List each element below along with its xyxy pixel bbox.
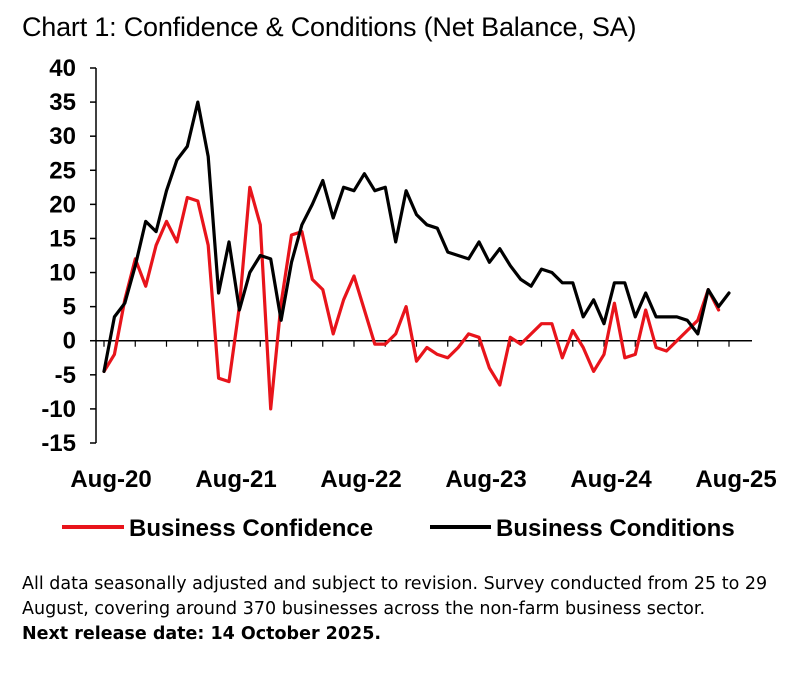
series-line-business-conditions (102, 100, 731, 373)
y-tick-label: 30 (49, 123, 76, 150)
y-tick-label: 5 (63, 294, 76, 321)
chart-title: Chart 1: Confidence & Conditions (Net Ba… (22, 12, 637, 42)
y-tick-label: -10 (41, 396, 76, 423)
x-tick-label: Aug-23 (445, 466, 526, 493)
y-tick-label: -5 (55, 362, 76, 389)
x-tick-label: Aug-24 (570, 466, 652, 493)
y-tick-label: 35 (49, 89, 76, 116)
y-tick-label: 0 (63, 328, 76, 355)
footnote-text: All data seasonally adjusted and subject… (22, 574, 768, 619)
y-tick-label: 15 (49, 225, 76, 252)
legend-label-business-confidence: Business Confidence (129, 515, 373, 542)
y-tick-label: 40 (49, 55, 76, 82)
y-tick-label: 25 (49, 157, 76, 184)
x-tick-label: Aug-20 (70, 466, 151, 493)
chart-series (102, 100, 731, 411)
chart-axes: 40 35 30 25 20 15 10 5 0 -5 -10 -15 Aug-20 Aug-21 Aug-… (41, 55, 776, 493)
x-tick-label: Aug-25 (695, 466, 776, 493)
y-tick-label: 10 (49, 260, 76, 287)
x-tick-label: Aug-22 (320, 466, 401, 493)
y-tick-label: 20 (49, 191, 76, 218)
chart-legend: Business Confidence Business Conditions (62, 515, 735, 542)
series-line-business-confidence (102, 185, 721, 411)
legend-label-business-conditions: Business Conditions (496, 515, 735, 542)
footnote: All data seasonally adjusted and subject… (22, 572, 792, 647)
release-date: Next release date: 14 October 2025. (22, 624, 382, 644)
x-tick-label: Aug-21 (195, 466, 276, 493)
line-chart: 40 35 30 25 20 15 10 5 0 -5 -10 -15 Aug-20 Aug-21 Aug-… (41, 55, 776, 542)
y-tick-label: -15 (41, 430, 76, 457)
